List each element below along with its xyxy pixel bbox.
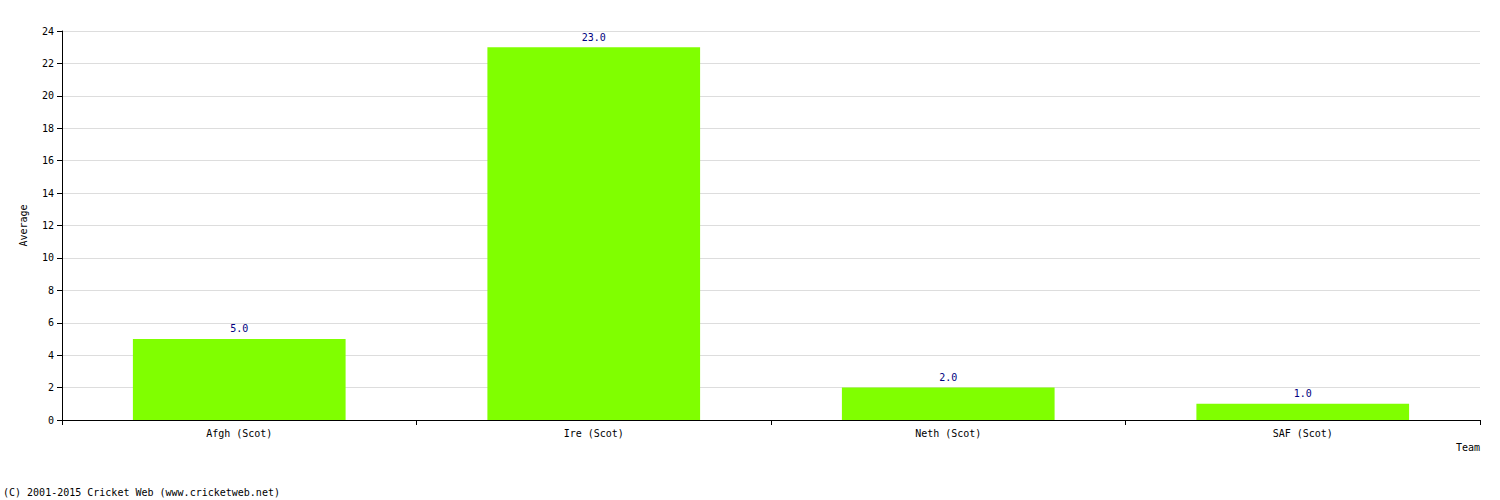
svg-text:20: 20 xyxy=(42,90,54,101)
svg-text:14: 14 xyxy=(42,188,54,199)
svg-text:5.0: 5.0 xyxy=(230,323,248,334)
svg-text:(C) 2001-2015 Cricket Web (www: (C) 2001-2015 Cricket Web (www.cricketwe… xyxy=(3,487,280,498)
svg-text:22: 22 xyxy=(42,58,54,69)
svg-text:2: 2 xyxy=(48,382,54,393)
svg-text:18: 18 xyxy=(42,123,54,134)
svg-text:Afgh (Scot): Afgh (Scot) xyxy=(206,428,272,439)
svg-text:23.0: 23.0 xyxy=(582,32,606,43)
svg-text:16: 16 xyxy=(42,155,54,166)
svg-text:SAF (Scot): SAF (Scot) xyxy=(1273,428,1333,439)
svg-text:12: 12 xyxy=(42,220,54,231)
svg-text:Team: Team xyxy=(1456,442,1480,453)
svg-text:0: 0 xyxy=(48,415,54,426)
svg-text:4: 4 xyxy=(48,350,54,361)
svg-text:24: 24 xyxy=(42,26,54,37)
svg-text:Ire (Scot): Ire (Scot) xyxy=(564,428,624,439)
svg-text:1.0: 1.0 xyxy=(1294,388,1312,399)
svg-text:Average: Average xyxy=(18,204,29,246)
svg-text:Neth (Scot): Neth (Scot) xyxy=(915,428,981,439)
svg-text:10: 10 xyxy=(42,252,54,263)
svg-text:2.0: 2.0 xyxy=(939,372,957,383)
svg-text:8: 8 xyxy=(48,285,54,296)
svg-text:6: 6 xyxy=(48,317,54,328)
